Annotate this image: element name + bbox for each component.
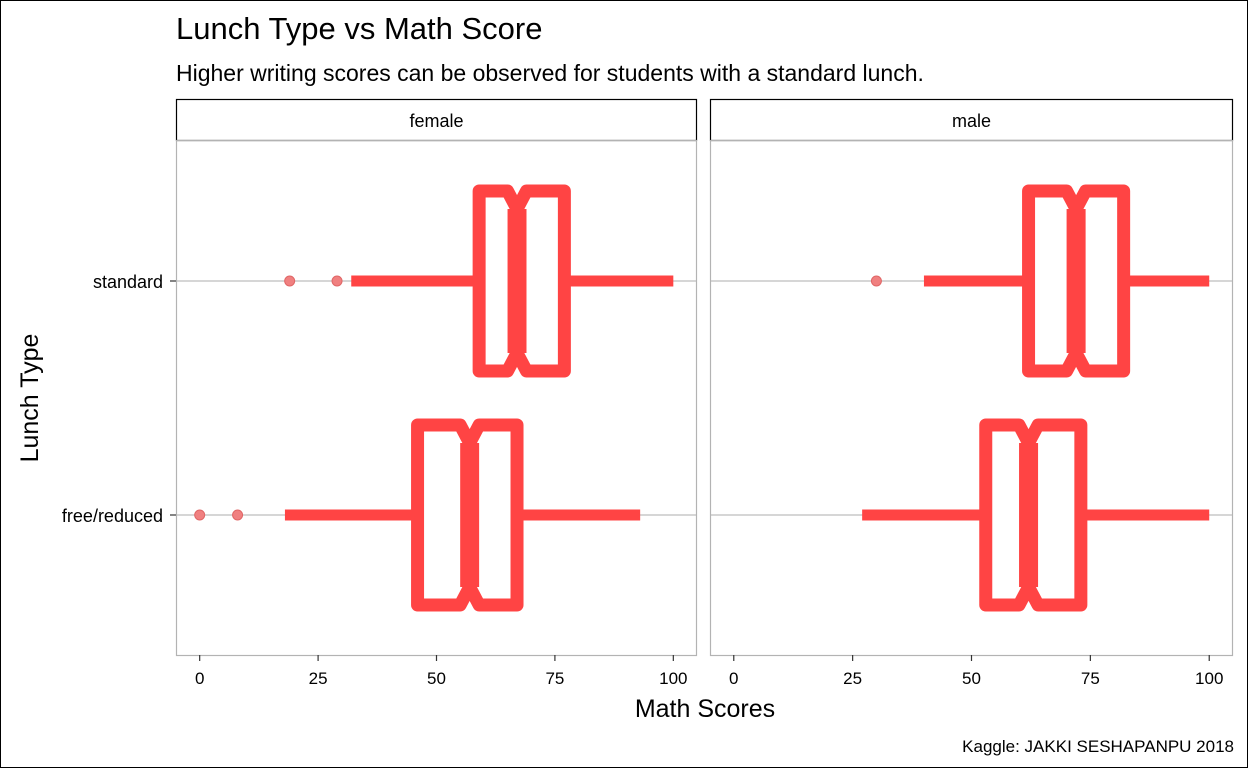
x-tick-label: 75: [1081, 669, 1100, 688]
median-band: [507, 209, 527, 353]
box-male-free/reduced: [862, 418, 1210, 612]
y-tick-label: free/reduced: [62, 506, 163, 526]
box-female-free/reduced: [194, 418, 641, 612]
x-tick-label: 0: [729, 669, 738, 688]
median-band: [460, 443, 480, 587]
x-tick-label: 50: [962, 669, 981, 688]
median-band: [1066, 209, 1086, 353]
x-tick-label: 0: [195, 669, 204, 688]
facet-strip-male: [709, 98, 1234, 142]
chart-caption: Kaggle: JAKKI SESHAPANPU 2018: [962, 737, 1234, 756]
chart-title: Lunch Type vs Math Score: [176, 11, 542, 46]
facet-strip-female: [175, 98, 698, 142]
outlier-point: [232, 509, 244, 521]
box-male-standard: [870, 184, 1210, 378]
y-tick-label: standard: [93, 272, 163, 292]
x-tick-label: 100: [659, 669, 687, 688]
x-tick-label: 75: [545, 669, 564, 688]
x-tick-label: 25: [309, 669, 328, 688]
y-axis-label: Lunch Type: [16, 334, 44, 463]
x-tick-label: 50: [427, 669, 446, 688]
facet-strip-label: female: [409, 111, 463, 131]
box-female-standard: [284, 184, 674, 378]
plot-area: female 0 25 50 75 100 male 0 25 50 75 100 standard fr…: [62, 98, 1234, 688]
outlier-point: [331, 275, 343, 287]
x-tick-label: 100: [1195, 669, 1223, 688]
x-axis-label: Math Scores: [635, 695, 775, 723]
median-band: [1019, 443, 1039, 587]
outlier-point: [870, 275, 882, 287]
outlier-point: [194, 509, 206, 521]
outlier-point: [284, 275, 296, 287]
x-tick-label: 25: [843, 669, 862, 688]
chart-subtitle: Higher writing scores can be observed fo…: [176, 60, 924, 86]
facet-strip-label: male: [952, 111, 991, 131]
